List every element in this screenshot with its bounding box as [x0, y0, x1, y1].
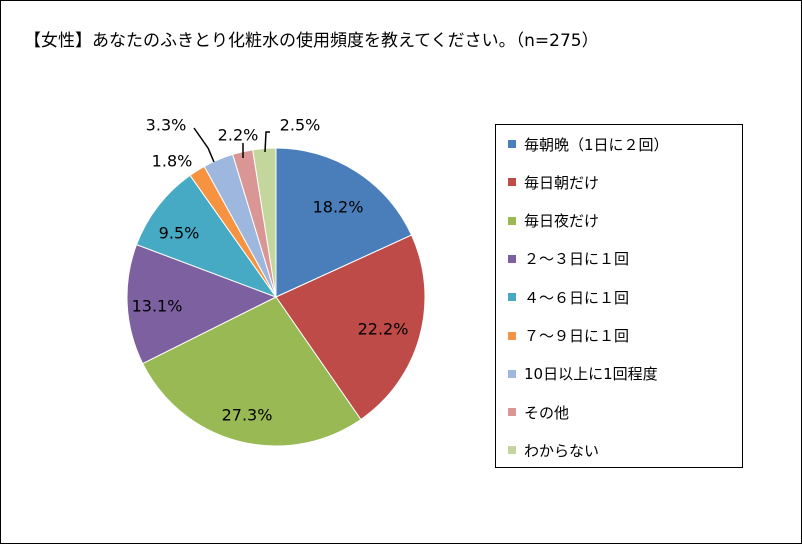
leader-line	[264, 131, 270, 153]
legend-swatch	[508, 216, 516, 225]
slice-data-label: 2.5%	[280, 116, 321, 135]
slice-data-label: 13.1%	[132, 297, 183, 316]
legend-item: ４～６日に１回	[508, 285, 629, 309]
pie-slice	[275, 234, 426, 421]
chart-legend: 毎朝晩（1日に２回） 毎日朝だけ毎日夜だけ ２～３日に１回 ４～６日に１回 ７～９日に１…	[495, 124, 743, 468]
legend-item: その他	[508, 400, 569, 424]
slice-data-label: 27.3%	[222, 406, 273, 425]
legend-item: わからない	[508, 438, 599, 462]
legend-item: 毎日夜だけ	[508, 209, 599, 233]
slice-data-label: 22.2%	[358, 320, 409, 339]
legend-label: 毎日夜だけ	[524, 212, 600, 231]
legend-label: ７～９日に１回	[524, 327, 630, 345]
legend-label: わからない	[524, 441, 600, 460]
legend-item: ２～３日に１回	[508, 247, 629, 271]
legend-label: ４～６日に１回	[524, 288, 630, 307]
pie-slice	[142, 296, 362, 447]
legend-swatch	[508, 369, 516, 378]
pie-slice	[252, 147, 277, 298]
legend-item: 10日以上に1回程度	[508, 362, 658, 386]
slice-data-label: 18.2%	[313, 198, 364, 217]
slice-data-label: 2.2%	[218, 126, 259, 145]
legend-swatch	[508, 178, 516, 187]
legend-label: 毎日朝だけ	[524, 173, 600, 192]
legend-swatch	[508, 254, 516, 263]
chart-title: 【女性】あなたのふきとり化粧水の使用頻度を教えてください。（n=275）	[24, 31, 599, 51]
pie-slice	[135, 174, 278, 299]
leader-line	[193, 127, 215, 163]
legend-label: その他	[524, 403, 570, 422]
legend-swatch	[508, 408, 516, 417]
legend-swatch	[508, 293, 516, 302]
pie-slice	[126, 243, 278, 365]
pie-slice	[275, 147, 413, 298]
legend-item: 毎日朝だけ	[508, 170, 599, 194]
legend-label: 10日以上に1回程度	[524, 365, 658, 384]
legend-item: ７～９日に１回	[508, 324, 629, 348]
slice-data-label: 9.5%	[159, 224, 200, 243]
legend-label: ２～３日に１回	[524, 250, 630, 269]
legend-swatch	[508, 446, 516, 455]
legend-label: 毎朝晩（1日に２回）	[524, 135, 669, 154]
slice-data-label: 3.3%	[146, 116, 187, 135]
slice-data-label: 1.8%	[152, 152, 193, 171]
legend-item: 毎朝晩（1日に２回）	[508, 132, 669, 156]
legend-swatch	[508, 140, 516, 148]
legend-swatch	[508, 331, 516, 340]
